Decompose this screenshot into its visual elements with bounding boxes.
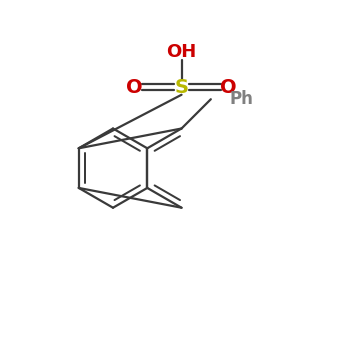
- Text: O: O: [220, 78, 237, 97]
- Text: O: O: [126, 78, 143, 97]
- Text: S: S: [175, 78, 189, 97]
- Text: Ph: Ph: [230, 90, 254, 108]
- Text: OH: OH: [166, 43, 197, 61]
